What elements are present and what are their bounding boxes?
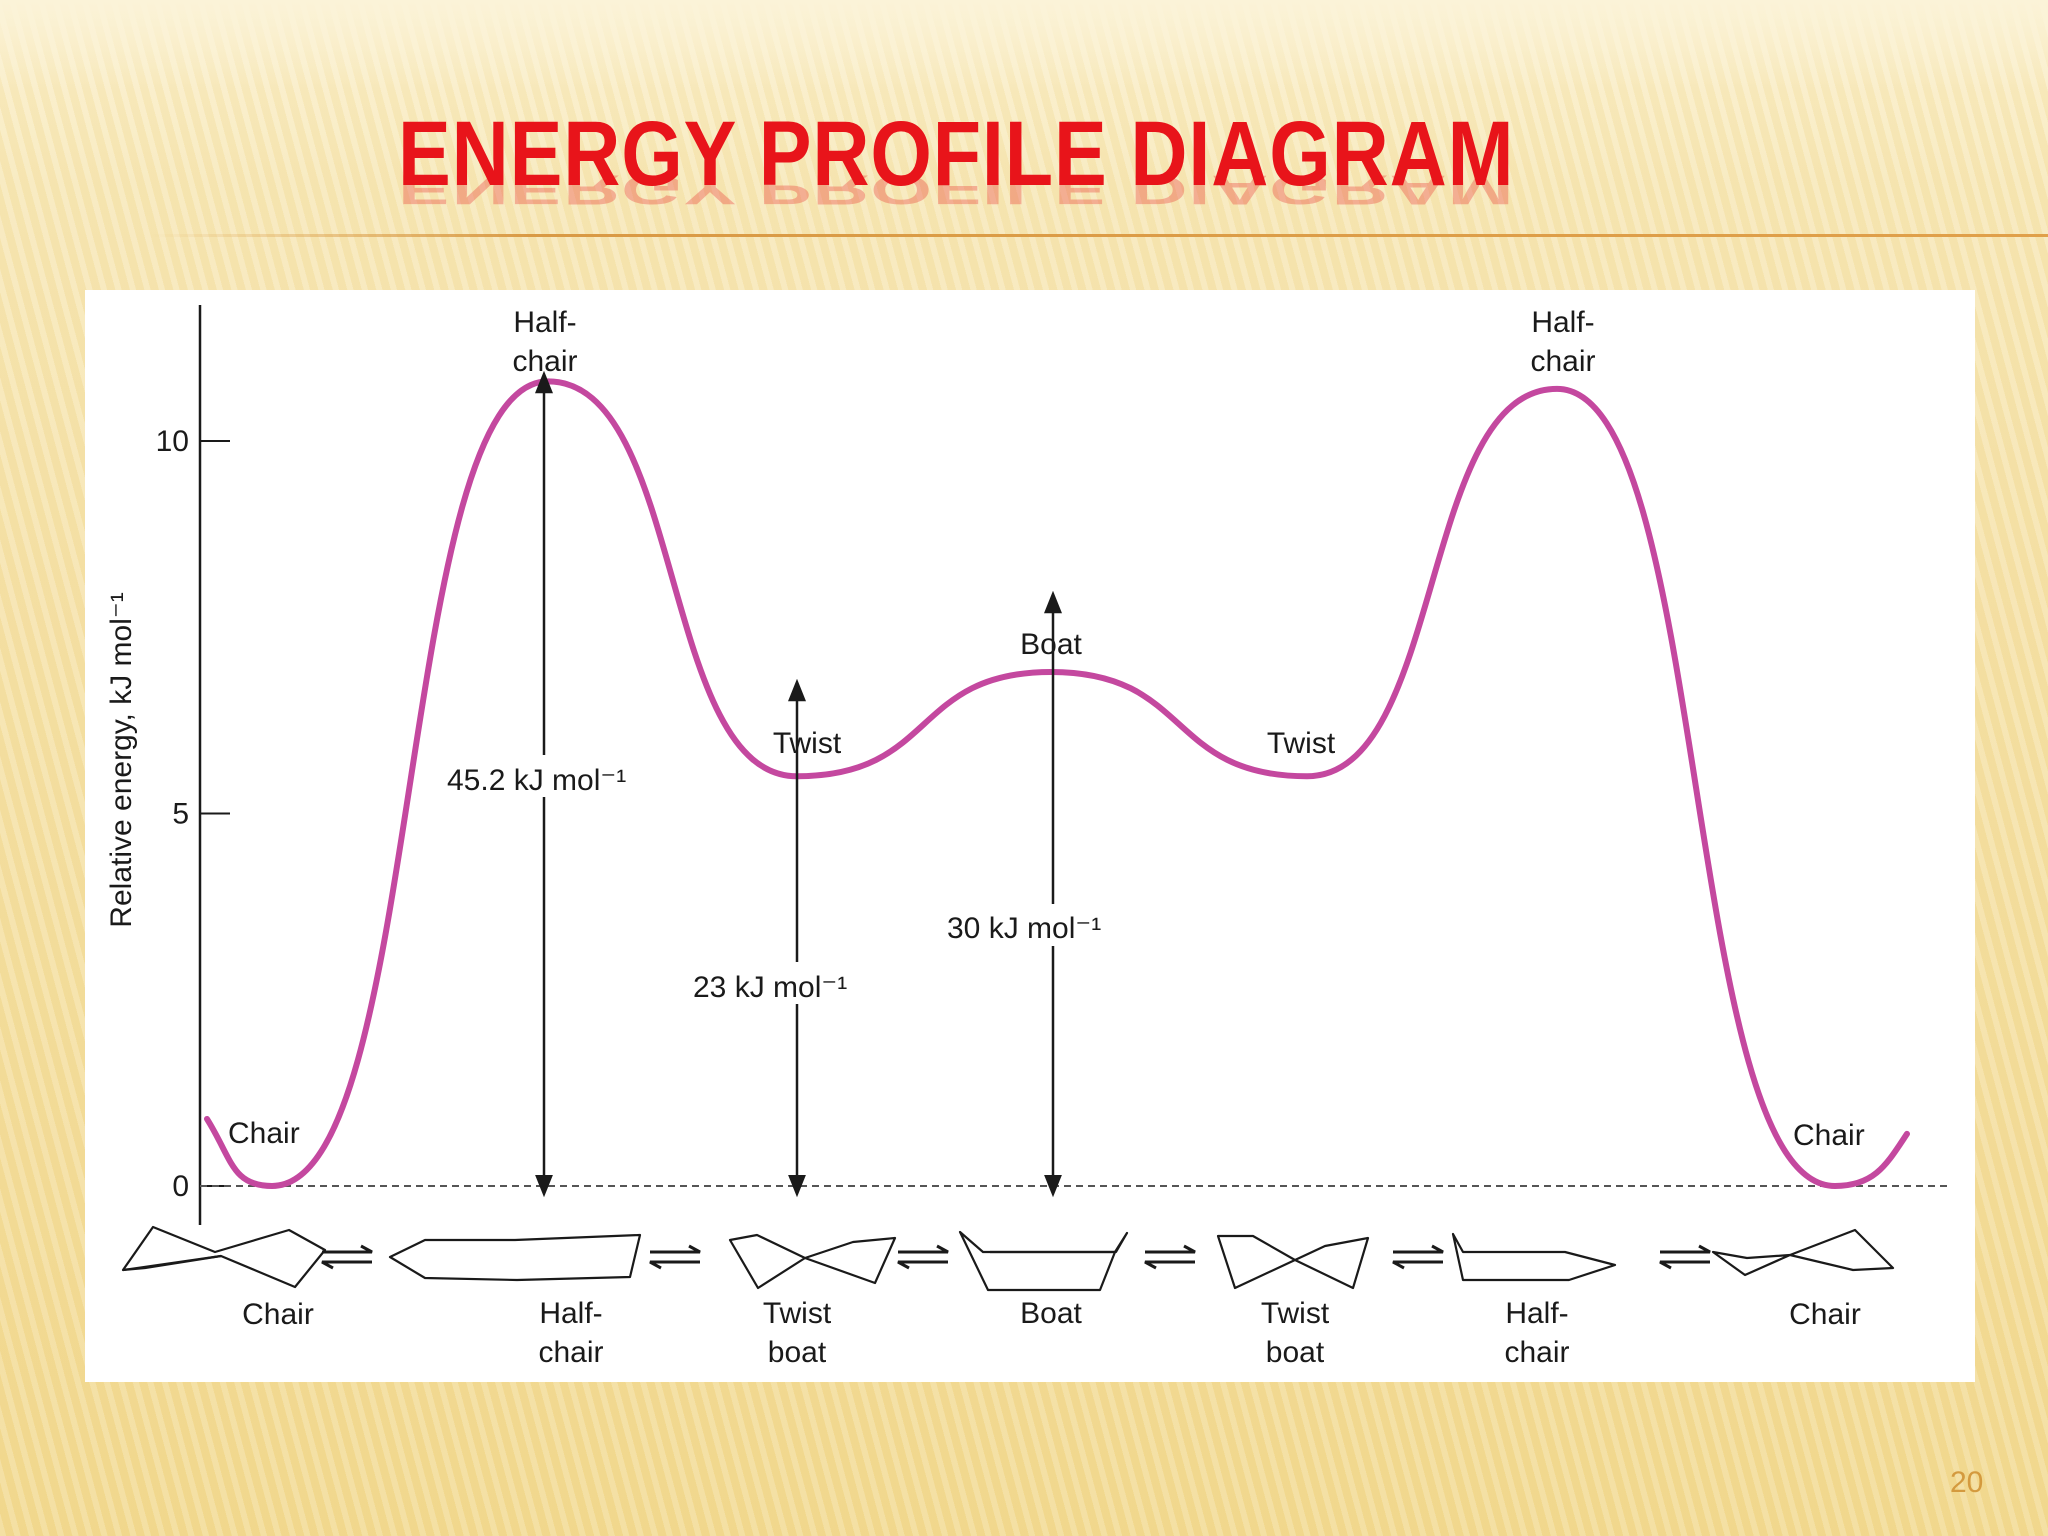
point-label-chair-right: Chair <box>1793 1119 1865 1152</box>
equilibrium-arrow-forward <box>1145 1244 1196 1254</box>
page-number: 20 <box>1950 1466 1984 1499</box>
equilibrium-arrow-forward <box>898 1244 949 1254</box>
conformation-label-twist-boat-right-1: Twist <box>1261 1297 1330 1330</box>
point-label-chair-left: Chair <box>228 1117 300 1150</box>
conformation-label-half-chair-right-1: Half- <box>1505 1297 1568 1330</box>
annotation-bg <box>688 962 893 1004</box>
energy-profile-chart: 0 5 10 Relative energy, kJ mol⁻¹ 45.2 kJ m… <box>105 305 1950 1369</box>
annotation-bg <box>942 904 1147 946</box>
conformation-label-chair-right: Chair <box>1789 1298 1861 1331</box>
equilibrium-arrow-forward <box>322 1244 373 1254</box>
chair-drawing <box>1711 1228 1895 1277</box>
y-tick-label: 5 <box>172 798 189 831</box>
annotation-bg <box>442 755 654 797</box>
point-label-twist-right: Twist <box>1267 727 1336 760</box>
annotation-30: 30 kJ mol⁻¹ <box>947 912 1101 945</box>
point-label-half-chair-right-2: chair <box>1530 345 1595 378</box>
half-chair-drawing <box>1451 1232 1617 1282</box>
y-tick-label: 10 <box>156 425 189 458</box>
slide-top-band <box>0 0 2048 90</box>
conformation-label-twist-boat-left-1: Twist <box>763 1297 832 1330</box>
conformation-label-half-chair-right-2: chair <box>1504 1336 1569 1369</box>
equilibrium-arrow-reverse <box>1144 1260 1195 1270</box>
y-tick-label: 0 <box>172 1170 189 1203</box>
chart-panel: 0 5 10 Relative energy, kJ mol⁻¹ 45.2 kJ m… <box>85 290 1975 1382</box>
equilibrium-arrow-forward <box>1660 1244 1711 1254</box>
point-label-half-chair-left-2: chair <box>512 345 577 378</box>
boat-drawing <box>958 1230 1129 1292</box>
point-label-half-chair-left-1: Half- <box>513 306 576 339</box>
conformation-label-chair-left: Chair <box>242 1298 314 1331</box>
conformation-label-half-chair-left-1: Half- <box>539 1297 602 1330</box>
conformation-row <box>121 1225 1895 1292</box>
annotation-23: 23 kJ mol⁻¹ <box>693 971 847 1004</box>
title-underline <box>150 234 2048 237</box>
slide-title-reflection: ENERGY PROFILE DIAGRAM <box>398 166 1515 213</box>
y-axis-label: Relative energy, kJ mol⁻¹ <box>105 592 138 927</box>
equilibrium-arrow-reverse <box>649 1260 700 1270</box>
equilibrium-arrows <box>321 1244 1711 1270</box>
chair-drawing <box>121 1225 327 1289</box>
conformation-label-half-chair-left-2: chair <box>538 1336 603 1369</box>
chair-drawing-edge <box>122 1254 222 1272</box>
equilibrium-arrow-reverse <box>897 1260 948 1270</box>
equilibrium-arrow-reverse <box>1659 1260 1710 1270</box>
conformation-label-twist-boat-left-2: boat <box>768 1336 827 1369</box>
slide-title: ENERGY PROFILE DIAGRAM <box>398 103 1515 205</box>
point-label-half-chair-right-1: Half- <box>1531 306 1594 339</box>
twist-boat-drawing <box>1216 1234 1370 1290</box>
equilibrium-arrow-forward <box>650 1244 701 1254</box>
half-chair-drawing <box>388 1233 642 1282</box>
point-label-boat: Boat <box>1020 628 1082 661</box>
point-label-twist-left: Twist <box>773 727 842 760</box>
twist-boat-drawing <box>728 1233 897 1290</box>
equilibrium-arrow-forward <box>1393 1244 1444 1254</box>
conformation-label-twist-boat-right-2: boat <box>1266 1336 1325 1369</box>
annotation-45-2: 45.2 kJ mol⁻¹ <box>447 764 626 797</box>
equilibrium-arrow-reverse <box>1392 1260 1443 1270</box>
equilibrium-arrow-reverse <box>321 1260 372 1270</box>
conformation-label-boat: Boat <box>1020 1297 1082 1330</box>
